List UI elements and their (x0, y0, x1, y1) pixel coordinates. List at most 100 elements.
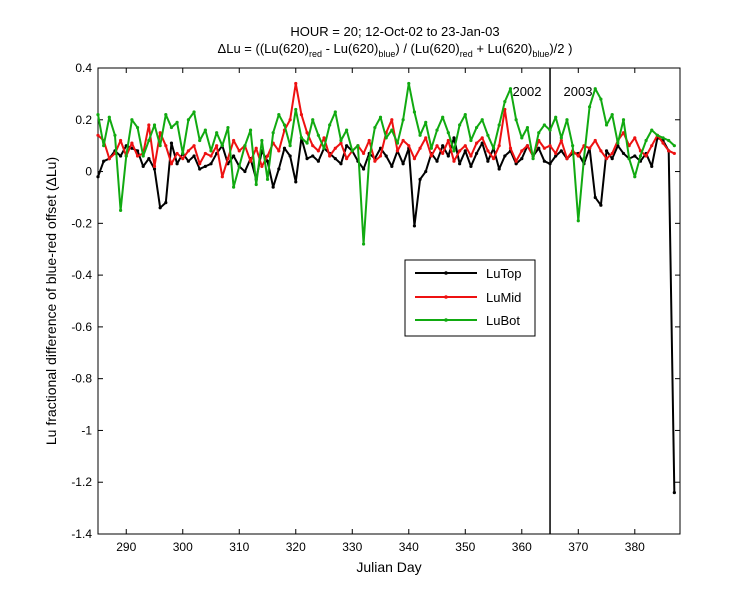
data-point-lumid (446, 138, 450, 143)
data-point-lutop (520, 157, 524, 161)
data-point-lumid (593, 138, 597, 143)
data-point-lubot (650, 128, 654, 132)
data-point-lubot (616, 141, 620, 145)
data-point-lutop (164, 201, 168, 205)
y-axis-ticks: 0.4 0.2 0 -0.2 -0.4 -0.6 -0.8 -1 -1.2 -1.4 (71, 61, 680, 541)
data-point-lubot (277, 113, 281, 117)
data-point-lubot (164, 113, 168, 117)
data-point-lubot (554, 115, 558, 119)
data-point-lubot (265, 177, 270, 181)
data-point-lubot (520, 136, 524, 140)
data-point-lubot (599, 97, 603, 101)
data-point-lumid (265, 154, 270, 158)
data-point-lutop (503, 154, 507, 158)
data-point-lumid (294, 81, 298, 86)
data-point-lubot (181, 151, 185, 156)
data-point-lumid (554, 151, 558, 156)
data-point-lutop (175, 162, 179, 166)
data-point-lumid (345, 157, 349, 161)
data-point-lutop (548, 162, 552, 166)
title-part-suffix: )/2 ) (549, 41, 572, 56)
data-point-lumid (299, 113, 304, 117)
y-tick-label: 0.2 (75, 113, 92, 127)
y-tick-label: -0.4 (71, 268, 92, 282)
data-point-lumid (311, 144, 315, 148)
data-point-lumid (576, 154, 580, 158)
data-point-lubot (537, 131, 541, 135)
data-point-lumid (339, 141, 343, 145)
data-point-lubot (418, 133, 422, 137)
data-point-lumid (367, 138, 371, 143)
data-point-lumid (441, 151, 445, 156)
data-point-lutop (192, 154, 196, 158)
data-point-lubot (667, 138, 671, 143)
data-point-lubot (367, 157, 371, 161)
data-point-lubot (604, 123, 609, 127)
data-point-lubot (260, 138, 264, 143)
data-point-lumid (226, 157, 230, 161)
data-point-lutop (480, 141, 484, 145)
data-point-lutop (446, 154, 450, 158)
data-point-lubot (407, 81, 411, 86)
data-point-lutop (486, 159, 490, 163)
data-point-lubot (576, 219, 580, 223)
data-point-lubot (299, 136, 304, 140)
data-point-lutop (401, 162, 405, 166)
data-point-lubot (147, 138, 151, 143)
data-point-lumid (463, 144, 467, 148)
data-point-lutop (198, 167, 202, 171)
data-point-lubot (113, 133, 117, 137)
data-point-lutop (209, 162, 213, 166)
data-point-lutop (282, 146, 287, 150)
data-point-lumid (232, 138, 236, 143)
y-tick-label: -1 (81, 423, 92, 437)
data-point-lubot (458, 123, 462, 127)
data-point-lubot (395, 141, 400, 145)
data-point-lutop (604, 149, 609, 153)
title-part-prefix: ΔLu = ((Lu(620) (218, 41, 309, 56)
data-point-lutop (305, 157, 309, 161)
data-point-lumid (316, 149, 320, 153)
data-point-lutop (463, 149, 467, 153)
data-point-lubot (542, 123, 546, 127)
data-point-lumid (480, 136, 484, 140)
x-tick-label: 380 (625, 540, 645, 554)
data-point-lutop (424, 169, 428, 174)
legend-label-lumid: LuMid (486, 290, 521, 305)
data-point-lubot (254, 182, 258, 187)
data-point-lubot (531, 157, 535, 161)
data-point-lubot (96, 113, 100, 117)
data-point-lutop (384, 154, 388, 158)
data-point-lubot (169, 125, 174, 130)
data-point-lutop (333, 157, 337, 161)
data-point-lumid (474, 141, 479, 145)
data-point-lutop (616, 144, 620, 148)
data-point-lutop (497, 167, 501, 171)
data-point-lubot (582, 157, 586, 161)
x-tick-label: 350 (455, 540, 475, 554)
data-point-lumid (96, 133, 100, 137)
title-sub-red-1: red (309, 49, 322, 59)
data-point-lutop (147, 157, 151, 161)
data-point-lubot (441, 115, 445, 119)
data-point-lutop (418, 177, 422, 181)
data-point-lutop (621, 151, 626, 156)
data-point-lubot (107, 115, 111, 119)
data-point-lutop (158, 206, 162, 210)
data-point-lutop (294, 180, 298, 184)
data-point-lubot (610, 113, 614, 117)
data-point-lubot (525, 125, 530, 130)
data-point-lutop (650, 164, 654, 168)
data-point-lubot (124, 154, 128, 158)
data-point-lutop (339, 162, 343, 166)
data-point-lumid (452, 159, 456, 163)
data-point-lubot (282, 123, 287, 127)
data-point-lubot (102, 144, 106, 148)
data-point-lubot (198, 138, 202, 143)
data-point-lumid (373, 159, 377, 163)
legend-marker-lutop (444, 271, 448, 275)
data-point-lubot (322, 146, 326, 150)
data-point-lutop (537, 146, 541, 150)
data-point-lubot (158, 144, 162, 148)
data-point-lutop (559, 149, 563, 153)
